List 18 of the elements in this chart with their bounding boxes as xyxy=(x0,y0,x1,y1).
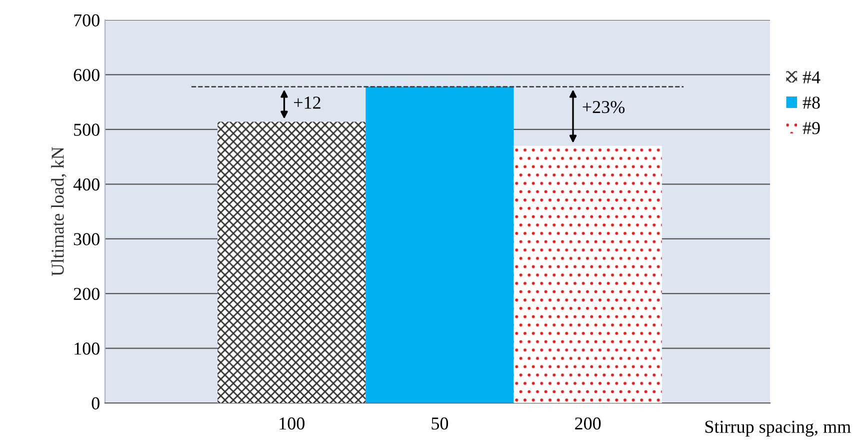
y-tick-label: 300 xyxy=(74,233,100,246)
y-tick-label: 0 xyxy=(92,397,100,410)
y-tick-label: 200 xyxy=(74,288,100,300)
y-tick-label: 500 xyxy=(74,124,100,136)
y-tick-label: 100 xyxy=(74,342,100,355)
y-tick-label: 700 xyxy=(74,14,100,26)
y-axis-title: Ultimate load, kN xyxy=(51,146,66,276)
legend-label: #4 xyxy=(802,71,820,84)
legend-label: #9 xyxy=(802,122,820,134)
y-tick-label: 400 xyxy=(73,178,100,191)
x-axis-title: Stirrup spacing, mm xyxy=(705,420,851,437)
annotation: +12 xyxy=(294,96,320,109)
annotation: +23% xyxy=(582,100,625,114)
x-tick-label: 100 xyxy=(280,417,304,430)
x-tick-label: 200 xyxy=(575,417,601,430)
legend-label: #8 xyxy=(802,96,820,109)
x-tick-label: 50 xyxy=(432,417,448,430)
y-tick-label: 600 xyxy=(74,68,100,82)
